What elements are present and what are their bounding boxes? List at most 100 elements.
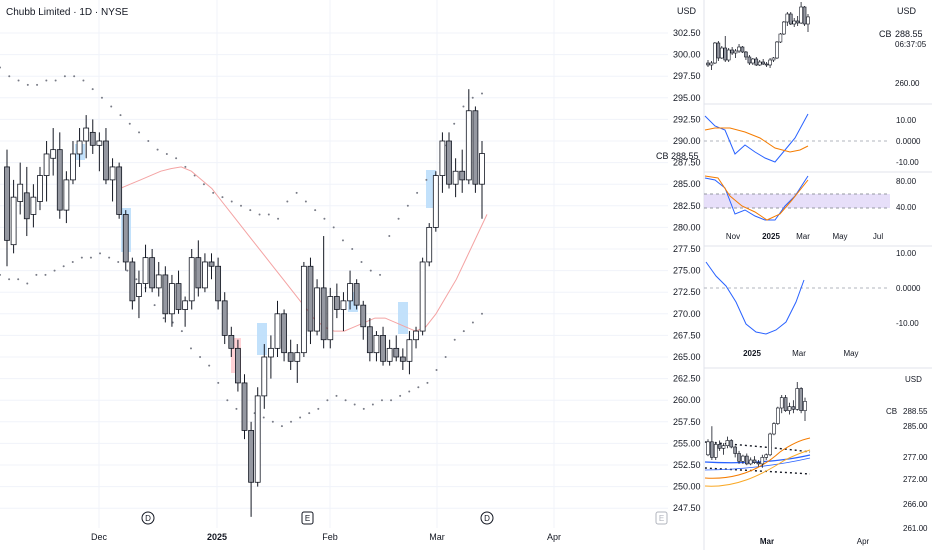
lower-band-dot	[344, 399, 347, 402]
candle	[241, 374, 248, 440]
upper-band-dot	[138, 131, 141, 134]
svg-text:-10.00: -10.00	[896, 319, 919, 328]
lower-band-dot	[417, 386, 420, 389]
earnings-badge[interactable]: E	[301, 511, 314, 525]
upper-band-dot	[304, 200, 307, 203]
dividend-badge-2[interactable]: D	[480, 511, 494, 525]
lower-band-dot	[199, 356, 202, 358]
upper-band-dot	[193, 174, 196, 177]
svg-text:May: May	[832, 232, 847, 241]
svg-text:0.0000: 0.0000	[896, 137, 921, 146]
upper-band-dot	[156, 148, 159, 151]
candle	[320, 236, 327, 349]
upper-band-dot	[406, 204, 409, 207]
candle	[353, 279, 360, 310]
candle	[182, 296, 189, 327]
upper-band-dot	[221, 196, 224, 199]
candle	[89, 119, 96, 154]
candle	[149, 249, 156, 293]
lower-band-dot	[135, 278, 138, 281]
lower-band-dot	[217, 381, 220, 384]
candle	[373, 331, 380, 362]
upper-band-dot	[119, 114, 122, 117]
panel-oscillator-2: 80.00 40.00 Nov 2025 Mar May Jul	[704, 175, 917, 241]
lower-band-dot	[471, 321, 474, 324]
svg-text:10.00: 10.00	[896, 249, 917, 258]
earnings-badge-future[interactable]: E	[655, 511, 668, 525]
candle	[221, 292, 228, 345]
svg-text:USD: USD	[897, 6, 917, 16]
chart-title: Chubb Limited · 1D · NYSE	[6, 7, 129, 18]
candle	[37, 166, 43, 211]
candle	[419, 257, 426, 336]
svg-text:Apr: Apr	[857, 537, 870, 546]
upper-band-dot	[462, 105, 465, 108]
candle	[393, 335, 400, 362]
candle	[17, 162, 24, 215]
lower-band-dot	[444, 356, 447, 358]
upper-band-dot	[230, 200, 233, 203]
upper-band-dot	[332, 226, 335, 229]
lower-band-dot	[62, 265, 65, 268]
dividend-badge[interactable]: D	[141, 511, 155, 525]
lower-band-dot	[371, 403, 374, 406]
price-tick: 255.00	[673, 438, 701, 448]
candle	[10, 179, 17, 254]
lower-band-dot	[0, 273, 1, 276]
upper-band-dot	[351, 248, 354, 250]
lower-band-dot	[380, 399, 383, 402]
candle	[267, 335, 274, 379]
lower-band-dot	[308, 412, 311, 415]
candle	[188, 249, 195, 310]
svg-text:USD: USD	[677, 6, 697, 16]
lower-band-dot	[99, 252, 102, 255]
candle	[274, 300, 281, 357]
candle	[129, 257, 136, 310]
upper-band-dot	[360, 260, 363, 263]
lower-band-dot	[44, 273, 47, 276]
upper-band-dot	[8, 75, 11, 78]
lower-band-dot	[26, 282, 29, 285]
upper-band-dot	[425, 178, 428, 181]
svg-text:288.55: 288.55	[903, 407, 928, 416]
time-tick: Dec	[91, 532, 108, 542]
price-tick: 267.50	[673, 330, 701, 340]
upper-band-dot	[91, 88, 94, 91]
svg-text:272.00: 272.00	[903, 475, 928, 484]
lower-band-dot	[481, 312, 483, 315]
lower-band-dot	[426, 381, 429, 384]
svg-text:CB: CB	[879, 29, 892, 39]
price-tick: 257.50	[673, 417, 701, 427]
svg-text:288.55: 288.55	[895, 29, 923, 39]
panel-bottom: USD CB 288.55 285.00 277.00 272.00 266.0…	[704, 375, 928, 546]
price-tick: 282.50	[673, 201, 701, 211]
upper-band-dot	[0, 66, 1, 69]
lower-band-dot	[162, 317, 165, 320]
lower-band-dot	[180, 330, 183, 333]
lower-band-dot	[89, 256, 92, 259]
candle	[399, 348, 406, 370]
lower-band-dot	[17, 278, 20, 281]
panel-oscillator-1: 10.00 0.0000 -10.00	[704, 113, 921, 167]
candle	[4, 149, 10, 267]
svg-text:277.00: 277.00	[903, 453, 928, 462]
upper-band-dot	[82, 79, 85, 82]
lower-band-dot	[353, 403, 356, 406]
price-tick: 295.00	[673, 93, 701, 103]
svg-text:May: May	[843, 349, 858, 358]
price-tick: 277.50	[673, 244, 701, 254]
price-tick: 270.00	[673, 309, 701, 319]
svg-text:-10.00: -10.00	[896, 158, 919, 167]
lower-band-dot	[435, 368, 438, 371]
candle	[56, 132, 63, 219]
svg-text:D: D	[145, 514, 151, 523]
svg-text:06:37:05: 06:37:05	[895, 40, 927, 49]
candle	[30, 184, 37, 228]
candle	[208, 253, 215, 280]
upper-band-dot	[369, 269, 372, 272]
candle	[281, 309, 287, 362]
lower-band-dot	[117, 260, 120, 263]
svg-text:261.00: 261.00	[903, 524, 928, 533]
main-grid	[0, 0, 668, 528]
candle	[333, 283, 340, 319]
